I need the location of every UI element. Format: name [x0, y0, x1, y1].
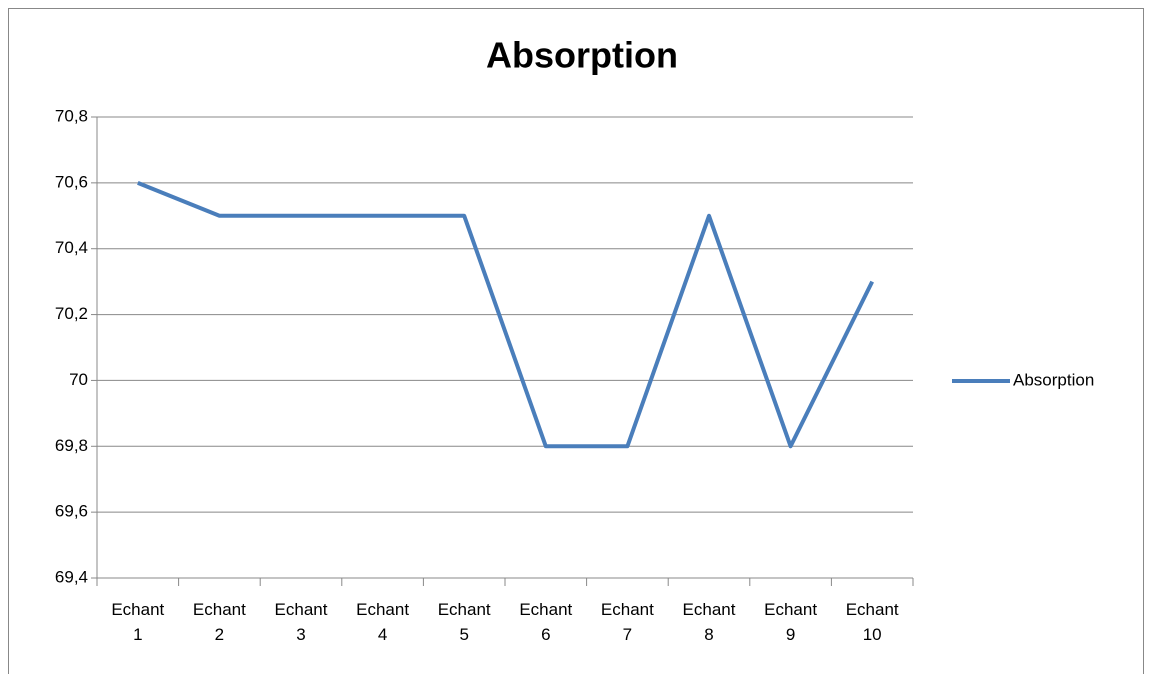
- x-tick-label: Echant 4: [356, 600, 410, 644]
- legend-label: Absorption: [1013, 370, 1094, 389]
- x-tick-label: Echant 9: [764, 600, 818, 644]
- x-tick-label: Echant 2: [192, 600, 246, 644]
- y-tick-label: 70,2: [55, 304, 88, 323]
- y-tick-label: 69,8: [55, 436, 88, 455]
- y-tick-label: 70,8: [55, 106, 88, 125]
- chart-frame: [8, 8, 1144, 674]
- x-tick-label: Echant 1: [111, 600, 165, 644]
- x-tick-label: Echant 5: [437, 600, 491, 644]
- y-tick-label: 69,6: [55, 502, 88, 521]
- x-tick-label: Echant 8: [682, 600, 736, 644]
- x-tick-label: Echant 3: [274, 600, 328, 644]
- y-tick-label: 69,4: [55, 567, 88, 586]
- x-tick-label: Echant 10: [845, 600, 899, 644]
- y-tick-label: 70,6: [55, 172, 88, 191]
- y-tick-label: 70: [69, 370, 88, 389]
- chart-title: Absorption: [486, 35, 678, 76]
- data-line: [137, 181, 874, 449]
- y-tick-label: 70,4: [55, 238, 88, 257]
- x-tick-label: Echant 6: [519, 600, 573, 644]
- x-tick-label: Echant 7: [600, 600, 654, 644]
